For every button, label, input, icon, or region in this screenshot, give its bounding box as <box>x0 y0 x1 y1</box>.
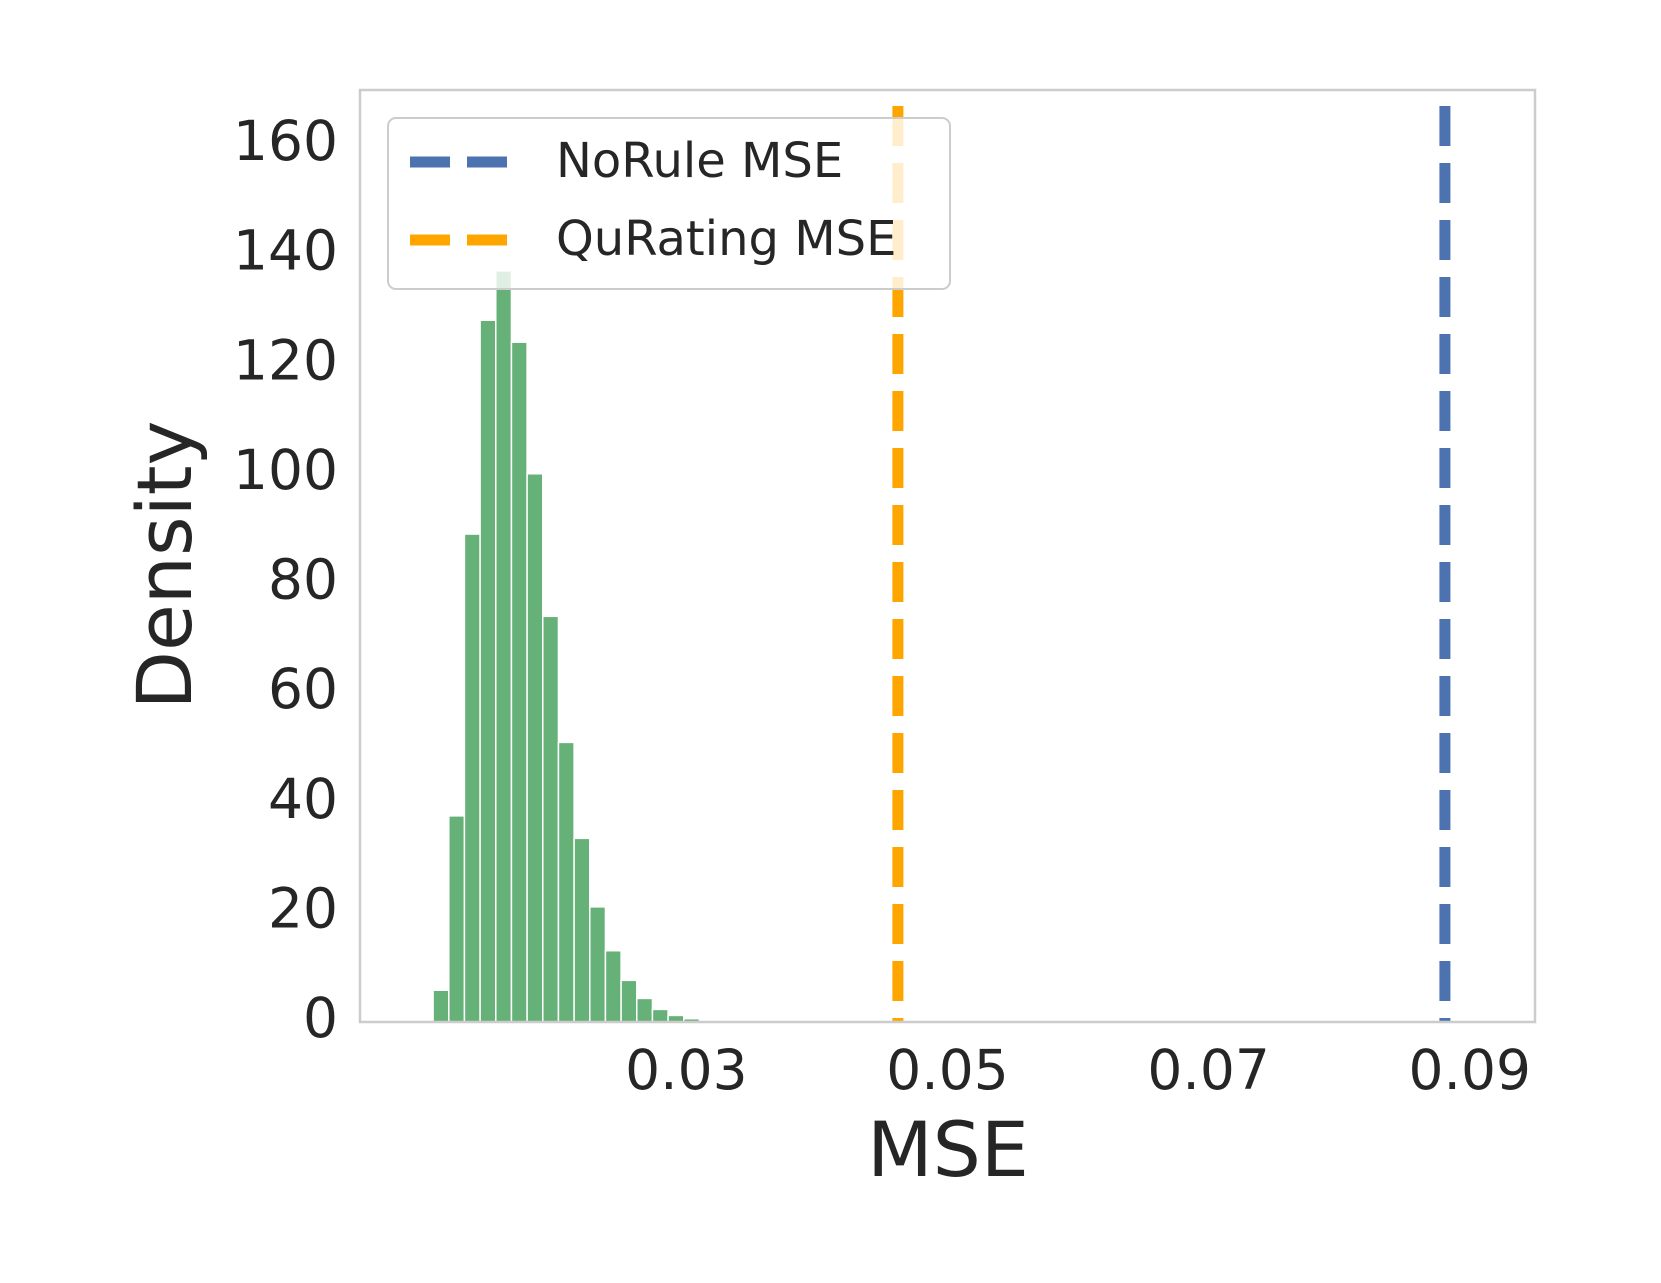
histogram-bar <box>495 270 513 1023</box>
legend-label: NoRule MSE <box>556 133 843 189</box>
histogram-bar <box>463 533 481 1023</box>
y-tick-label: 100 <box>233 438 338 502</box>
y-axis-label: Density <box>120 421 209 710</box>
histogram-bar <box>479 319 497 1023</box>
legend-frame <box>387 117 951 290</box>
histogram-bar <box>542 615 560 1023</box>
histogram-bar <box>636 997 654 1023</box>
histogram-bar <box>620 979 638 1023</box>
histogram-bar <box>557 741 575 1023</box>
y-tick-label: 40 <box>268 767 338 831</box>
y-tick-label: 60 <box>268 657 338 721</box>
x-tick-label: 0.05 <box>886 1038 1008 1102</box>
histogram-bar <box>510 341 528 1023</box>
histogram-bar <box>526 473 544 1023</box>
y-tick-label: 120 <box>233 328 338 392</box>
legend-label: QuRating MSE <box>556 211 896 267</box>
y-tick-label: 20 <box>268 876 338 940</box>
y-tick-label: 160 <box>233 109 338 173</box>
y-tick-label: 80 <box>268 548 338 612</box>
histogram-bar <box>448 815 466 1023</box>
x-tick-label: 0.03 <box>625 1038 747 1102</box>
histogram-bar <box>573 837 591 1023</box>
histogram-bar <box>589 906 607 1023</box>
x-axis-label: MSE <box>867 1105 1029 1194</box>
x-tick-label: 0.07 <box>1147 1038 1269 1102</box>
histogram-bar <box>651 1008 669 1023</box>
y-tick-label: 140 <box>233 219 338 283</box>
axes-frame <box>358 88 1537 1024</box>
y-tick-label: 0 <box>303 986 338 1050</box>
histogram-bar <box>604 949 622 1023</box>
x-tick-label: 0.09 <box>1408 1038 1530 1102</box>
histogram-bar <box>432 989 450 1023</box>
